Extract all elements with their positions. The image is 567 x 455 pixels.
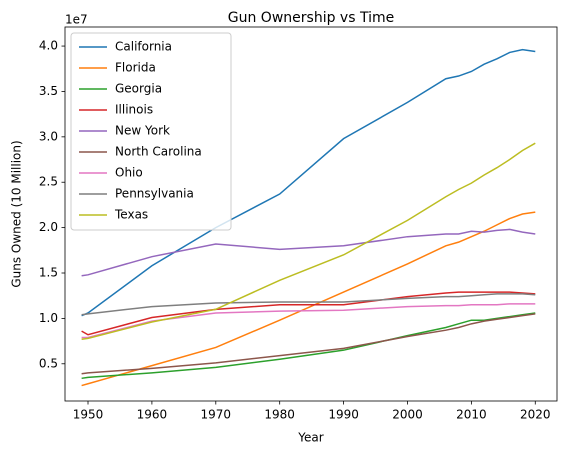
y-tick-label: 2.0 <box>39 220 58 234</box>
x-tick-label: 1960 <box>137 408 168 422</box>
x-tick-label: 2020 <box>520 408 551 422</box>
x-tick-label: 1950 <box>73 408 104 422</box>
y-tick-label: 4.0 <box>39 39 58 53</box>
x-tick-label: 2000 <box>392 408 423 422</box>
y-tick-label: 3.5 <box>39 84 58 98</box>
plot-frame <box>64 26 558 402</box>
chart-title: Gun Ownership vs Time <box>228 10 394 26</box>
legend: California Florida Georgia Illinois New York… <box>70 32 232 231</box>
legend-label: New York <box>115 124 170 138</box>
y-tick-label: 1.0 <box>39 311 58 325</box>
y-offset-label: 1e7 <box>65 13 88 27</box>
y-tick-label: 3.0 <box>39 129 58 143</box>
y-tick-label: 2.5 <box>39 175 58 189</box>
x-tick-label: 1990 <box>328 408 359 422</box>
y-tick-label: 1.5 <box>39 266 58 280</box>
legend-label: Georgia <box>115 82 162 96</box>
legend-label: Pennsylvania <box>115 187 194 201</box>
legend-box <box>70 32 232 231</box>
series-line <box>81 293 536 316</box>
series-line <box>81 312 536 380</box>
y-axis-label: Guns Owned (10 Million) <box>10 140 24 287</box>
x-tick-label: 1980 <box>264 408 295 422</box>
series-line <box>81 228 536 277</box>
legend-label: Florida <box>115 61 156 75</box>
x-axis-label: Year <box>297 431 323 445</box>
series-line <box>81 291 536 336</box>
legend-label: Ohio <box>115 166 143 180</box>
x-tick-label: 2010 <box>456 408 487 422</box>
y-tick-label: 0.5 <box>39 356 58 370</box>
legend-label: California <box>115 40 172 54</box>
legend-label: North Carolina <box>115 145 202 159</box>
x-tick-label: 1970 <box>201 408 232 422</box>
series-line <box>81 313 536 375</box>
legend-label: Texas <box>114 208 148 222</box>
legend-label: Illinois <box>115 103 153 117</box>
series-line <box>81 142 536 341</box>
series-line <box>81 211 536 387</box>
